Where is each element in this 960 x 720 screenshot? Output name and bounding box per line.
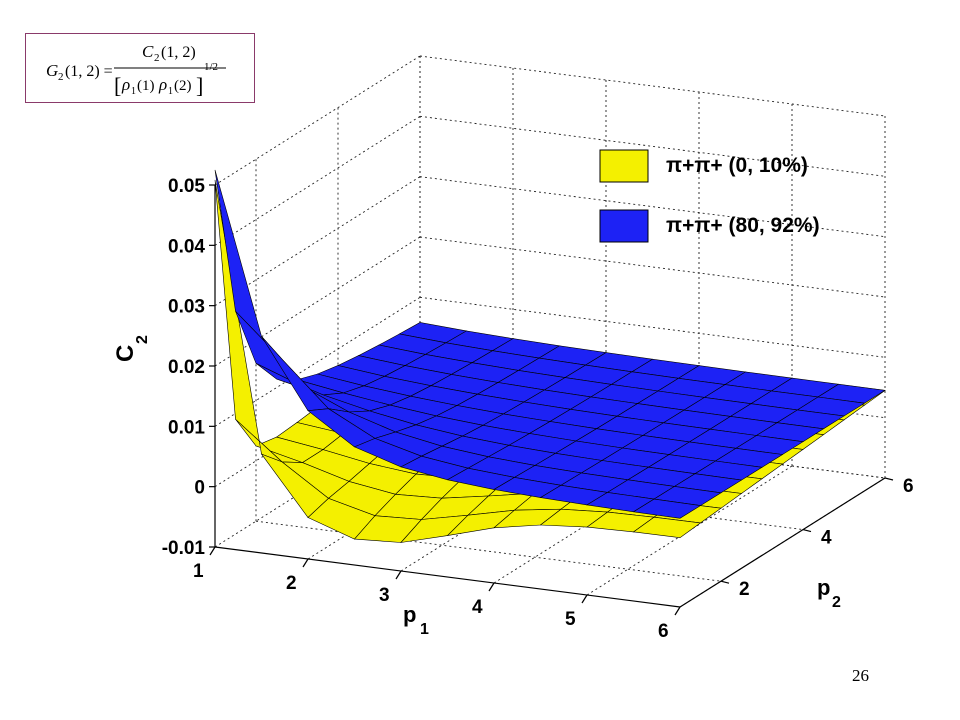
formula-end: (2) [174,78,192,94]
x-tick [209,546,216,556]
blue-surface-patch [632,498,702,519]
grid-line [419,236,886,298]
grid-line [419,296,886,358]
grid-line [214,55,421,186]
y-tick [884,477,894,481]
y-tick [720,580,730,584]
z-tick-label: -0.01 [162,538,206,559]
x-tick [674,606,681,616]
formula-rho2: ρ [158,75,167,94]
z-tick-label: 0.01 [168,417,205,438]
x-tick-label: 6 [658,621,669,642]
formula-exponent: 1/2 [204,61,218,73]
legend-swatch [599,149,649,183]
x-tick-label: 3 [379,585,390,606]
z-axis-label-group: C2 [112,335,151,362]
legend: π+π+ (0, 10%) π+π+ (80, 92%) [599,149,820,243]
x-tick [395,570,402,580]
formula-mid: (1) [137,78,155,94]
x-tick [488,582,495,592]
z-tick-label: 0.02 [168,357,205,378]
y-tick-label: 6 [903,476,914,497]
formula-lhs: G [46,61,58,80]
legend-swatch [599,209,649,243]
formula-rho1: ρ [121,75,130,94]
x-tick [302,558,309,568]
formula-lhs-args: (1, 2) = [65,63,113,80]
x-axis [214,546,681,608]
formula-rho2-sub: 1 [168,86,173,97]
yellow-surface-patch [632,516,702,539]
z-tick-label: 0.05 [168,176,205,197]
x-tick-label: 2 [286,573,297,594]
z-tick-label: 0.04 [168,236,205,257]
grid-line [419,55,886,117]
z-axis-label: C [112,345,139,362]
grid-line [419,417,886,479]
formula-rho1-sub: 1 [131,86,136,97]
z-tick-label: 0.03 [168,297,205,318]
y-axis-label-sub: 2 [832,594,841,611]
grid-line [255,520,722,582]
y-tick-label: 2 [739,579,750,600]
grid-line [214,176,421,307]
surface-blue-series [214,169,886,519]
grid-line [419,115,886,177]
formula: G 2 (1, 2) = C 2 (1, 2) [ ρ 1 (1) ρ 1 (2… [46,42,226,98]
formula-bracket-left: [ [114,73,121,98]
z-tick-label: 0 [194,478,205,499]
x-axis-label: p [403,602,416,627]
z-axis-label-sub: 2 [134,335,151,344]
y-axis-label: p [817,575,830,600]
grid-line [419,176,886,238]
formula-numerator-sub: 2 [154,52,160,64]
x-axis-label-sub: 1 [420,621,429,638]
formula-box: G 2 (1, 2) = C 2 (1, 2) [ ρ 1 (1) ρ 1 (2… [25,33,255,103]
legend-label: π+π+ (0, 10%) [666,154,808,177]
legend-label: π+π+ (80, 92%) [666,214,820,237]
y-tick-label: 4 [821,528,832,549]
x-tick-label: 5 [565,609,576,630]
axes [209,184,894,616]
formula-bracket-right: ] [196,73,203,98]
x-tick-label: 4 [472,597,483,618]
grid-line [337,469,804,531]
formula-numerator: C [142,42,154,61]
formula-numerator-args: (1, 2) [161,44,196,61]
tick-labels: -0.0100.010.020.030.040.05123456246p1p2C… [112,176,914,642]
y-tick [802,529,812,533]
x-tick-label: 1 [193,561,204,582]
page-number: 26 [852,666,869,685]
formula-lhs-sub: 2 [58,71,64,83]
y-axis [679,477,886,608]
grid-line [214,115,421,246]
x-tick [581,594,588,604]
